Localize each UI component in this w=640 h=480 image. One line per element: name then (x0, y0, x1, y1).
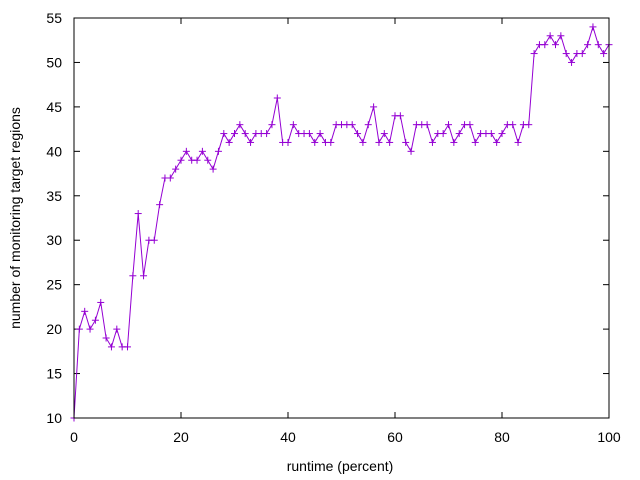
data-point (102, 334, 110, 342)
data-point (166, 174, 174, 182)
y-tick-label: 40 (46, 143, 62, 159)
data-point (493, 138, 501, 146)
data-point (552, 41, 559, 49)
y-tick-label: 10 (46, 410, 62, 426)
data-point (600, 50, 608, 58)
data-point (124, 343, 131, 351)
x-tick-label: 60 (387, 429, 403, 445)
y-tick-label: 50 (46, 54, 62, 70)
data-point (214, 147, 222, 155)
data-point (198, 147, 206, 155)
x-tick-label: 80 (494, 429, 510, 445)
data-point (487, 130, 495, 138)
data-point (530, 50, 538, 58)
data-point (380, 130, 388, 138)
data-point (311, 138, 319, 146)
data-point (91, 316, 99, 324)
x-tick-label: 20 (173, 429, 189, 445)
data-point (359, 138, 367, 146)
y-tick-label: 25 (46, 277, 62, 293)
data-point (204, 156, 212, 164)
data-point (284, 138, 292, 146)
data-point (247, 138, 255, 146)
data-point (370, 103, 378, 111)
data-point (140, 272, 148, 280)
data-point (75, 325, 83, 333)
series-layer (70, 23, 613, 422)
data-point (268, 121, 276, 129)
data-point (182, 147, 190, 155)
data-point (364, 121, 372, 129)
data-point (375, 138, 383, 146)
data-point (220, 130, 228, 138)
data-point (509, 121, 517, 129)
data-point (578, 50, 586, 58)
data-point (134, 210, 142, 218)
data-point (445, 121, 452, 129)
data-point (386, 138, 394, 146)
data-point (348, 121, 356, 129)
x-axis-label: runtime (percent) (287, 458, 394, 474)
data-point (193, 156, 201, 164)
data-point (541, 41, 549, 49)
data-point (450, 138, 458, 146)
data-point (81, 307, 89, 315)
data-point (402, 138, 410, 146)
data-point (327, 138, 335, 146)
x-tick-label: 40 (280, 429, 296, 445)
data-point (241, 130, 249, 138)
data-point (557, 32, 565, 40)
data-point (107, 343, 115, 351)
data-point (562, 50, 570, 58)
x-tick-label: 100 (597, 429, 621, 445)
data-point (156, 201, 164, 209)
data-point (289, 121, 297, 129)
axis-ticks: 0 20 40 60 80 100 10 15 20 25 30 35 40 45 50 55 (46, 10, 620, 445)
data-point (546, 32, 554, 40)
data-point (113, 325, 121, 333)
data-point (305, 130, 313, 138)
data-point (466, 121, 474, 129)
series-line (73, 25, 610, 419)
y-tick-label: 35 (46, 188, 62, 204)
y-axis-label: number of monitoring target regions (7, 107, 23, 329)
y-tick-label: 20 (46, 321, 62, 337)
data-point (209, 165, 217, 173)
data-point (396, 112, 404, 120)
data-point (150, 236, 158, 244)
data-point (86, 325, 94, 333)
data-point (525, 121, 533, 129)
data-point (439, 130, 447, 138)
data-point (231, 130, 238, 138)
data-point (273, 94, 281, 102)
data-point (498, 130, 506, 138)
y-tick-label: 55 (46, 10, 62, 26)
y-tick-label: 30 (46, 232, 62, 248)
data-point (428, 138, 436, 146)
x-tick-label: 0 (70, 429, 78, 445)
data-point (263, 130, 271, 138)
data-point (471, 138, 479, 146)
data-point (568, 58, 576, 66)
data-point (177, 156, 185, 164)
data-point (423, 121, 431, 129)
plot-frame (73, 17, 610, 419)
data-point (514, 138, 522, 146)
data-point (236, 121, 244, 129)
data-point (589, 23, 597, 31)
data-point (225, 138, 233, 146)
data-point (316, 130, 324, 138)
data-point (594, 41, 602, 49)
data-point (455, 130, 463, 138)
y-tick-label: 15 (46, 366, 62, 382)
data-point (129, 272, 137, 280)
data-point (354, 130, 362, 138)
y-tick-label: 45 (46, 99, 62, 115)
data-point (172, 165, 180, 173)
data-point (584, 41, 592, 49)
data-point (97, 298, 105, 306)
data-point (407, 147, 415, 155)
